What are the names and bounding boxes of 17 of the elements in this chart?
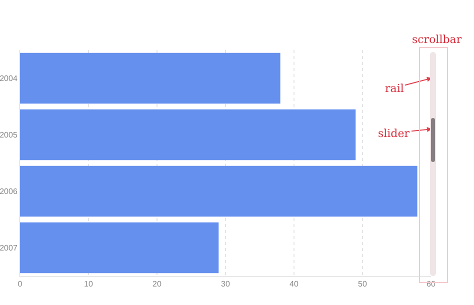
x-tick-label: 10 (84, 280, 94, 289)
bar (20, 222, 219, 274)
y-tick-label: 2004 (0, 74, 18, 84)
annotation: rail (385, 82, 404, 95)
x-tick-label: 40 (290, 280, 299, 289)
bar (20, 166, 418, 217)
x-tick-label: 30 (221, 280, 230, 289)
x-tick-label: 20 (152, 280, 162, 289)
y-tick-label: 2006 (0, 187, 18, 196)
bar (20, 52, 280, 104)
bar (20, 109, 356, 160)
x-tick-label: 0 (18, 280, 23, 289)
x-tick-label: 50 (358, 280, 368, 289)
annotation: slider (378, 127, 410, 140)
text: scrollbar (412, 33, 462, 46)
y-tick-label: 2007 (0, 244, 18, 253)
y-tick-label: 2005 (0, 130, 18, 140)
